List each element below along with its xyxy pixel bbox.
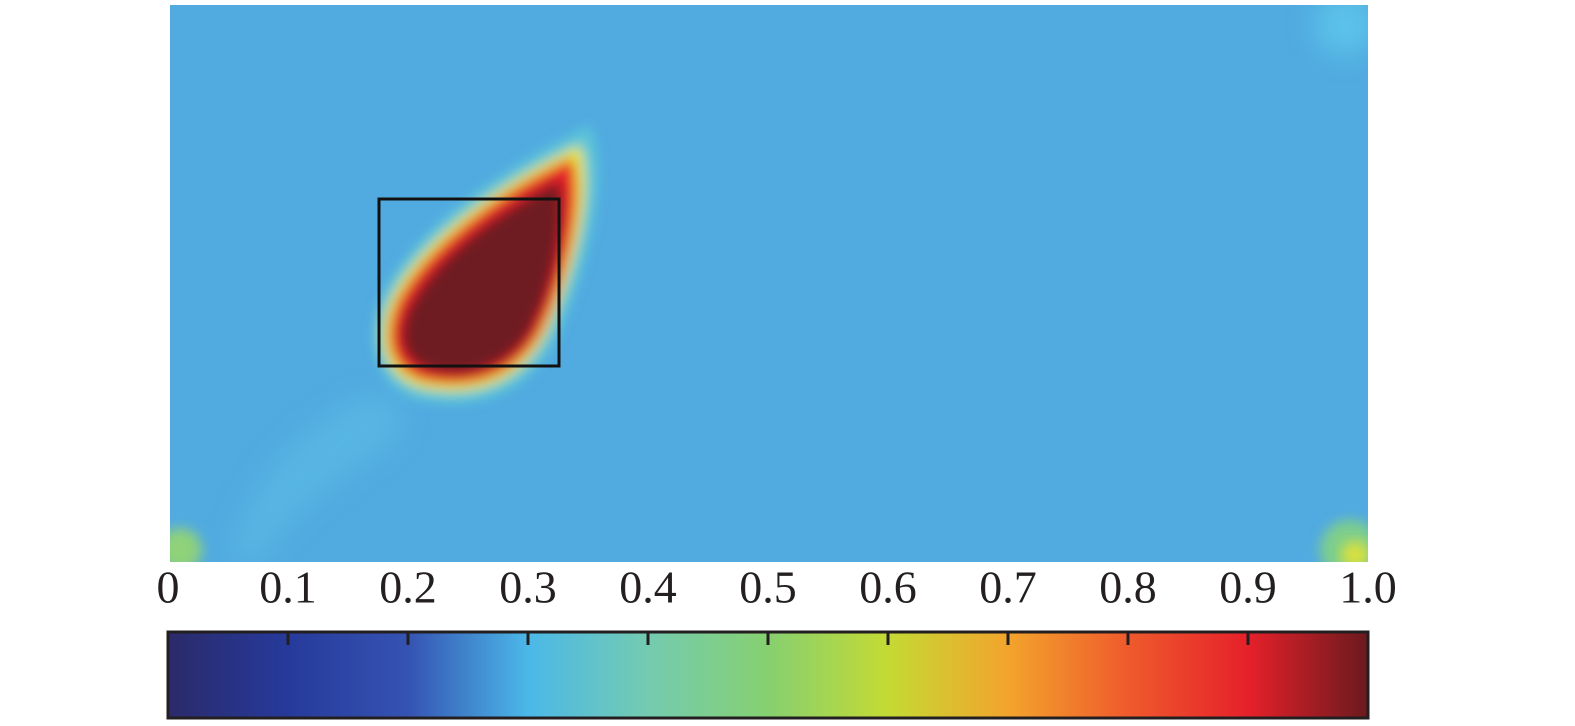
field-background xyxy=(170,5,1368,562)
x-tick-label: 0.2 xyxy=(379,562,437,613)
x-tick-label: 0.8 xyxy=(1099,562,1157,613)
colorbar-scale xyxy=(166,630,1370,720)
x-tick-label: 0.4 xyxy=(619,562,677,613)
field xyxy=(170,5,1368,562)
x-tick-label: 0.6 xyxy=(859,562,917,613)
x-tick-label: 0.9 xyxy=(1219,562,1277,613)
field-patch xyxy=(170,528,202,562)
x-tick-label: 0.3 xyxy=(499,562,557,613)
x-tick-label: 0.7 xyxy=(979,562,1037,613)
colorbar: 0 0.1 0.2 0.3 0.4 0.5 0.6 0.7 0.8 0.9 1.0 xyxy=(157,562,1397,720)
x-tick-label: 0 xyxy=(157,562,180,613)
blob xyxy=(374,125,599,404)
field-patch xyxy=(1315,5,1368,55)
x-tick-label: 0.1 xyxy=(259,562,317,613)
highlight-box xyxy=(377,197,561,368)
x-tick-label: 0.5 xyxy=(739,562,797,613)
x-tick-label: 1.0 xyxy=(1339,562,1397,613)
field-patch xyxy=(1341,541,1368,562)
field-patch xyxy=(230,398,402,562)
